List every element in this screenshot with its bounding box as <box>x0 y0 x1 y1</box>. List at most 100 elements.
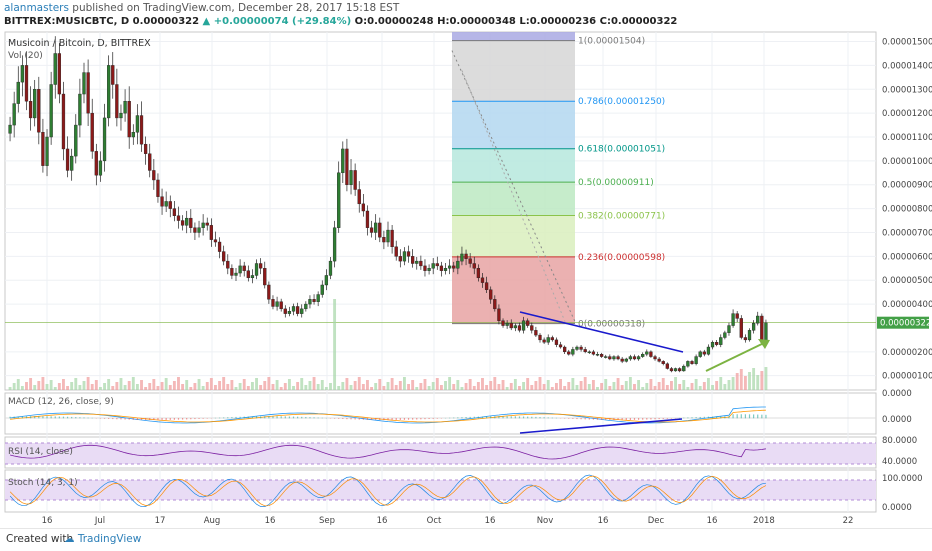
y-tick-label: 0.00000800 <box>882 205 932 215</box>
volume-bar <box>230 380 233 390</box>
volume-bar <box>436 378 439 390</box>
rsi-tick-label: 80.0000 <box>882 436 917 446</box>
volume-bar <box>70 382 73 390</box>
tradingview-logo[interactable]: ☁ TradingView <box>64 533 141 545</box>
candle-body <box>74 125 77 156</box>
fib-level-label: 0.5(0.00000911) <box>578 178 654 188</box>
macd-histogram-bar <box>276 416 277 418</box>
candle-body <box>489 290 492 300</box>
macd-histogram-bar <box>580 418 581 419</box>
macd-histogram-bar <box>252 416 253 418</box>
volume-bar <box>239 383 242 390</box>
macd-histogram-bar <box>313 417 314 418</box>
candle-body <box>456 261 459 268</box>
macd-histogram-bar <box>416 418 417 420</box>
macd-histogram-bar <box>281 416 282 418</box>
volume-bar <box>78 385 81 390</box>
macd-histogram-bar <box>474 417 475 419</box>
candle-body <box>128 101 131 137</box>
candle-body <box>70 156 73 170</box>
candle-body <box>608 357 611 359</box>
volume-bar <box>173 381 176 390</box>
volume-bar <box>95 380 98 390</box>
macd-histogram-bar <box>761 415 762 419</box>
macd-histogram-bar <box>753 414 754 418</box>
macd-histogram-bar <box>428 418 429 419</box>
candle-body <box>374 223 377 233</box>
volume-bar <box>547 380 550 390</box>
macd-histogram-bar <box>268 416 269 418</box>
volume-bar <box>58 383 61 390</box>
macd-histogram-bar <box>720 416 721 418</box>
y-tick-label: 0.00001400 <box>882 61 932 71</box>
x-tick-label: 16 <box>707 516 718 526</box>
volume-bar <box>440 385 443 390</box>
volume-bar <box>428 386 431 390</box>
candle-body <box>760 316 763 342</box>
macd-histogram-bar <box>342 418 343 419</box>
macd-histogram-bar <box>289 416 290 418</box>
trading-chart[interactable]: 1(0.00001504)0.786(0.00001250)0.618(0.00… <box>0 0 932 528</box>
volume-bar <box>313 377 316 390</box>
macd-histogram-bar <box>227 417 228 418</box>
candle-body <box>719 337 722 344</box>
volume-bar <box>617 378 620 390</box>
macd-histogram-bar <box>638 418 639 420</box>
volume-bar <box>502 380 505 390</box>
volume-bar <box>157 386 160 390</box>
volume-bar <box>469 379 472 390</box>
candle-body <box>448 266 451 268</box>
macd-histogram-bar <box>465 417 466 418</box>
volume-bar <box>604 379 607 390</box>
candle-body <box>337 173 340 228</box>
candle-body <box>567 352 570 354</box>
macd-histogram-bar <box>404 418 405 420</box>
fib-level-label: 0.236(0.00000598) <box>578 253 665 263</box>
macd-histogram-bar <box>568 418 569 419</box>
volume-bar <box>654 386 657 390</box>
volume-bar <box>674 377 677 390</box>
macd-histogram-bar <box>100 418 101 419</box>
volume-bar <box>588 384 591 390</box>
volume-bar <box>185 380 188 390</box>
last-price-tag-label: 0.00000322 <box>880 319 931 329</box>
candle-body <box>715 342 718 344</box>
candle-body <box>41 132 44 165</box>
candle-body <box>530 326 533 331</box>
macd-histogram-bar <box>478 417 479 419</box>
fib-zone <box>452 216 575 257</box>
macd-histogram-bar <box>449 418 450 419</box>
macd-histogram-bar <box>149 418 150 420</box>
candle-body <box>247 271 250 278</box>
volume-bar <box>304 385 307 390</box>
macd-histogram-bar <box>605 418 606 420</box>
candle-body <box>555 340 558 345</box>
volume-bar <box>432 382 435 390</box>
macd-histogram-bar <box>359 418 360 420</box>
volume-bar <box>506 387 509 390</box>
volume-bar <box>13 383 16 390</box>
volume-bar <box>284 383 287 390</box>
macd-histogram-bar <box>593 418 594 420</box>
candle-body <box>317 295 320 302</box>
candle-body <box>358 190 361 204</box>
macd-histogram-bar <box>601 418 602 420</box>
macd-histogram-bar <box>531 417 532 419</box>
macd-histogram-bar <box>161 418 162 420</box>
macd-histogram-bar <box>613 418 614 420</box>
volume-bar <box>382 386 385 390</box>
volume-bar <box>280 387 283 390</box>
candle-body <box>502 321 505 326</box>
macd-histogram-bar <box>630 418 631 420</box>
candle-body <box>686 361 689 366</box>
macd-histogram-bar <box>59 417 60 419</box>
candle-body <box>329 261 332 275</box>
x-tick-label: Jul <box>94 516 105 526</box>
macd-histogram-bar <box>355 418 356 419</box>
macd-histogram-bar <box>137 418 138 420</box>
pane-frame <box>5 393 876 434</box>
candle-body <box>226 261 229 268</box>
volume-bar <box>645 383 648 390</box>
tradingview-brand: TradingView <box>78 533 141 545</box>
candle-body <box>161 197 164 207</box>
